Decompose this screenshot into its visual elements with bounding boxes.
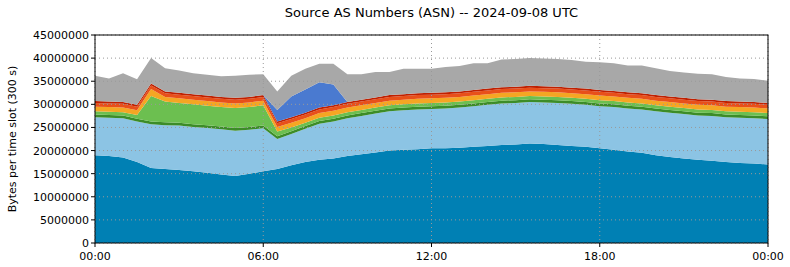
tick-mark	[431, 243, 432, 247]
tick-mark	[91, 219, 95, 220]
y-tick-label: 25000000	[33, 121, 89, 134]
tick-mark	[768, 243, 769, 247]
grid-line	[95, 150, 768, 151]
y-tick-label: 20000000	[33, 145, 89, 158]
chart: Source AS Numbers (ASN) -- 2024-09-08 UT…	[0, 0, 790, 267]
y-tick-label: 5000000	[40, 214, 89, 227]
tick-mark	[91, 173, 95, 174]
tick-mark	[91, 81, 95, 82]
grid-line	[95, 58, 768, 59]
x-tick-label: 00:00	[79, 250, 111, 263]
grid-line	[263, 35, 264, 243]
tick-mark	[91, 58, 95, 59]
grid-line	[95, 173, 768, 174]
grid-line	[431, 35, 432, 243]
tick-mark	[91, 104, 95, 105]
title: Source AS Numbers (ASN) -- 2024-09-08 UT…	[285, 5, 578, 20]
x-tick-label: 12:00	[416, 250, 448, 263]
y-tick-label: 35000000	[33, 75, 89, 88]
y-tick-label: 0	[82, 237, 89, 250]
x-tick-label: 18:00	[584, 250, 616, 263]
y-tick-label: 15000000	[33, 168, 89, 181]
tick-mark	[263, 243, 264, 247]
y-tick-label: 45000000	[33, 29, 89, 42]
grid-line	[599, 35, 600, 243]
y-tick-label: 30000000	[33, 98, 89, 111]
tick-mark	[91, 35, 95, 36]
tick-mark	[91, 196, 95, 197]
tick-mark	[91, 150, 95, 151]
x-tick-label: 00:00	[752, 250, 784, 263]
tick-mark	[95, 243, 96, 247]
y-axis-label: Bytes per time slot (300 s)	[6, 66, 19, 213]
plot-frame	[95, 35, 768, 243]
y-tick-label: 40000000	[33, 52, 89, 65]
tick-mark	[91, 243, 95, 244]
x-tick-label: 06:00	[247, 250, 279, 263]
grid-line	[95, 81, 768, 82]
tick-mark	[599, 243, 600, 247]
y-tick-label: 10000000	[33, 191, 89, 204]
grid-line	[95, 196, 768, 197]
tick-mark	[91, 127, 95, 128]
